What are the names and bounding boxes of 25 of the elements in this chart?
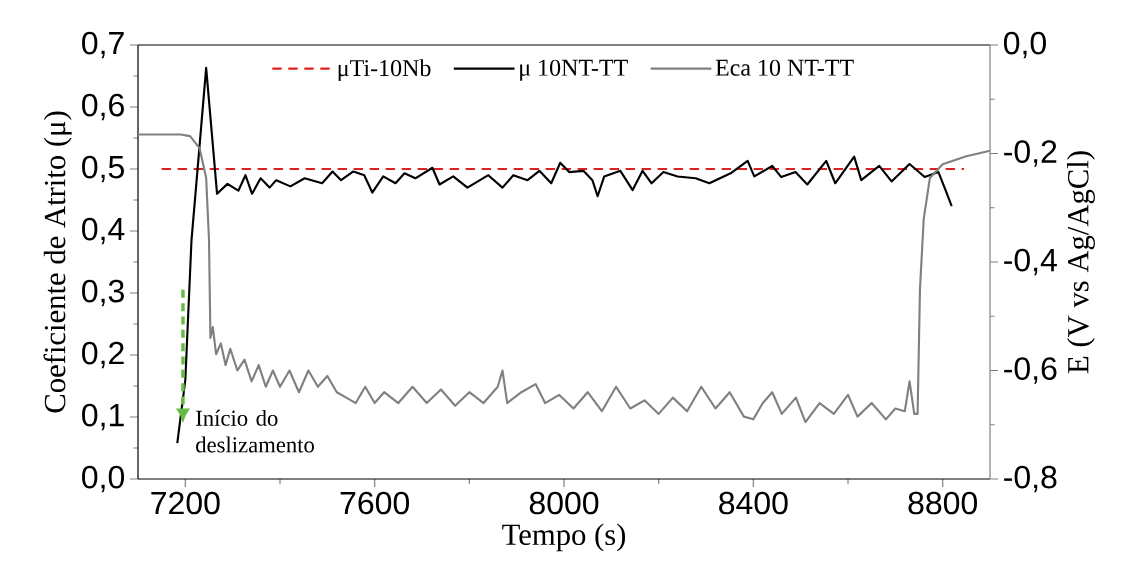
y-tick-label: 0,2 [82,341,124,369]
x-tick-label: 8400 [719,491,788,515]
x-tick-label: 8000 [529,491,599,515]
y-tick-label: 0,1 [82,403,124,431]
y-tick-label: 0,4 [82,217,125,245]
y2-tick-label: -0,6 [1004,357,1057,384]
y2-axis-title: E (V vs Ag/AgCl) [1067,151,1095,374]
y2-tick-label: -0,8 [1004,465,1057,493]
x-tick-label: 7600 [340,491,409,515]
x-tick-label: 8800 [908,491,977,515]
legend-label: Eca 10 NT-TT [715,59,854,76]
y-tick-label: 0,0 [82,465,125,493]
legend-label: μTi-10Nb [338,59,431,82]
x-tick-label: 7200 [151,491,220,515]
y-axis-title: Coeficiente de Atrito (μ) [43,111,72,413]
y-tick-label: 0,5 [82,155,124,183]
annotation: Início do deslizamento [196,409,314,453]
y-tick-label: 0,3 [82,279,124,307]
y2-tick-label: -0,2 [1004,140,1057,167]
y2-tick-label: 0,0 [1003,31,1046,59]
y-tick-label: 0,6 [82,93,124,121]
legend-label: μ 10NT-TT [520,59,628,81]
x-axis-title: Tempo (s) [502,523,626,552]
y-tick-label: 0,7 [82,31,124,59]
y2-tick-label: -0,4 [1004,248,1057,276]
